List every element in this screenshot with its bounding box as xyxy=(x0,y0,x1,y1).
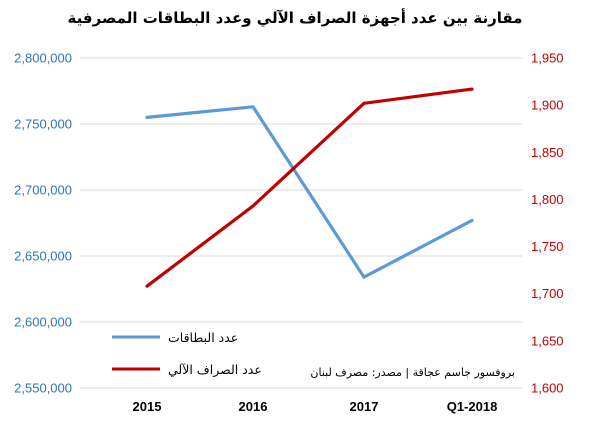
left-tick-label: 2,650,000 xyxy=(14,249,72,264)
legend-label-atm: عدد الصراف الآلي xyxy=(168,362,262,378)
series-lines xyxy=(145,87,474,288)
left-tick-label: 2,750,000 xyxy=(14,117,72,132)
x-tick-label: 2017 xyxy=(350,399,379,414)
right-axis-tick-labels: 1,950 1,900 1,850 1,800 1,750 1,700 1,650 1,600 xyxy=(531,51,564,396)
gridlines xyxy=(80,57,522,389)
right-tick-label: 1,650 xyxy=(531,333,564,348)
right-tick-label: 1,800 xyxy=(531,192,564,207)
left-tick-label: 2,600,000 xyxy=(14,315,72,330)
series-line-atm xyxy=(145,87,474,288)
source-note: بروفسور جاسم عجاقة | مصدر: مصرف لبنان xyxy=(310,366,515,379)
right-tick-label: 1,850 xyxy=(531,145,564,160)
right-tick-label: 1,900 xyxy=(531,98,564,113)
series-line-cards xyxy=(145,105,474,279)
legend-label-cards: عدد البطاقات xyxy=(168,330,238,345)
chart-title: مقارنة بين عدد أجهزة الصراف الآلي وعدد ا… xyxy=(68,8,523,27)
legend: عدد البطاقات عدد الصراف الآلي xyxy=(112,330,262,378)
right-tick-label: 1,950 xyxy=(531,51,564,66)
left-tick-label: 2,800,000 xyxy=(14,51,72,66)
x-tick-label: 2016 xyxy=(239,399,268,414)
x-tick-label: 2015 xyxy=(133,399,162,414)
right-tick-label: 1,600 xyxy=(531,381,564,396)
right-tick-label: 1,700 xyxy=(531,286,564,301)
x-tick-label: Q1-2018 xyxy=(447,399,498,414)
left-tick-label: 2,550,000 xyxy=(14,381,72,396)
left-tick-label: 2,700,000 xyxy=(14,183,72,198)
left-axis-tick-labels: 2,800,000 2,750,000 2,700,000 2,650,000 2,60… xyxy=(14,51,72,396)
x-axis-tick-labels: 2015 2016 2017 Q1-2018 xyxy=(133,399,498,414)
right-tick-label: 1,750 xyxy=(531,239,564,254)
